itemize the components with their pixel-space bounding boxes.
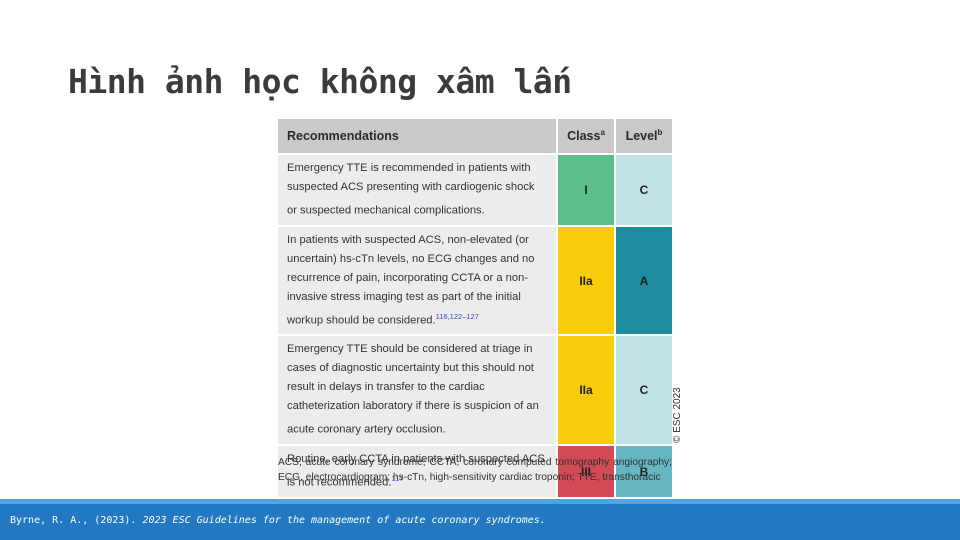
recommendation-text: Emergency TTE is recommended in patients… <box>278 155 556 225</box>
table-header-row: Recommendations Classa Levelb <box>278 119 672 153</box>
recommendation-text: Emergency TTE should be considered at tr… <box>278 336 556 445</box>
abbreviations-note: ACS, acute coronary syndrome; CCTA, coro… <box>278 457 672 483</box>
header-level: Levelb <box>616 119 672 153</box>
footer-stripe <box>0 499 960 504</box>
header-class: Classa <box>558 119 614 153</box>
class-cell: I <box>558 155 614 225</box>
class-cell: III <box>558 446 614 497</box>
table-row: In patients with suspected ACS, non-elev… <box>278 226 672 335</box>
recommendation-text: Routine, early CCTA in patients with sus… <box>278 446 556 497</box>
table-row: Emergency TTE should be considered at tr… <box>278 336 672 445</box>
table-row: Routine, early CCTA in patients with sus… <box>278 446 672 497</box>
level-cell: C <box>616 336 672 445</box>
citation: Byrne, R. A., (2023). 2023 ESC Guideline… <box>10 515 546 526</box>
esc-copyright: © ESC 2023 <box>672 387 683 443</box>
citation-authors: Byrne, R. A., (2023). <box>10 515 143 526</box>
header-recommendations: Recommendations <box>278 119 556 153</box>
slide-title: Hình ảnh học không xâm lấn <box>68 62 572 101</box>
level-cell: C <box>616 155 672 225</box>
class-cell: IIa <box>558 226 614 335</box>
citation-title: 2023 ESC Guidelines for the management o… <box>142 515 546 526</box>
level-cell: B <box>616 446 672 497</box>
recommendation-text: In patients with suspected ACS, non-elev… <box>278 226 556 335</box>
recommendations-table: Recommendations Classa Levelb Emergency … <box>276 117 674 499</box>
level-cell: A <box>616 226 672 335</box>
class-cell: IIa <box>558 336 614 445</box>
table-row: Emergency TTE is recommended in patients… <box>278 155 672 225</box>
footer-bar: Byrne, R. A., (2023). 2023 ESC Guideline… <box>0 499 960 540</box>
